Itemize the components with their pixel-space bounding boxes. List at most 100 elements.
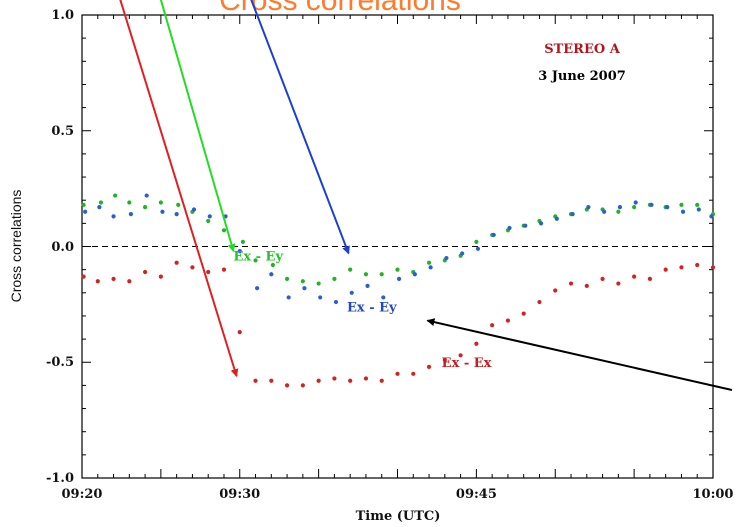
data-point bbox=[332, 276, 337, 282]
data-point bbox=[679, 202, 684, 207]
data-point bbox=[490, 323, 495, 328]
data-point bbox=[284, 383, 290, 388]
data-point bbox=[709, 214, 714, 219]
y-tick-label: 1.0 bbox=[51, 8, 74, 23]
data-point bbox=[428, 265, 433, 270]
data-point bbox=[695, 262, 700, 268]
data-point bbox=[160, 209, 165, 214]
data-point bbox=[111, 214, 116, 219]
data-point bbox=[475, 246, 481, 251]
data-point bbox=[127, 279, 132, 284]
annotation-arrows bbox=[119, 0, 733, 392]
data-point bbox=[111, 276, 116, 282]
x-tick-label: 09:45 bbox=[456, 487, 497, 502]
data-point bbox=[83, 209, 88, 214]
data-point bbox=[570, 211, 575, 217]
series-label-blue: Ex - Ey bbox=[347, 300, 397, 315]
x-tick-label: 09:20 bbox=[62, 487, 103, 502]
x-tick-labels: 09:20 09:30 09:45 10:00 bbox=[62, 487, 734, 502]
data-point bbox=[270, 262, 275, 268]
data-point bbox=[333, 299, 339, 305]
data-point bbox=[206, 218, 211, 224]
data-point bbox=[221, 228, 227, 233]
data-point bbox=[395, 371, 400, 376]
data-point bbox=[521, 311, 526, 316]
data-point bbox=[553, 288, 558, 293]
data-point bbox=[632, 274, 637, 279]
x-axis-label: Time (UTC) bbox=[356, 509, 441, 524]
data-point bbox=[396, 276, 402, 282]
data-point bbox=[379, 272, 384, 277]
data-point bbox=[412, 272, 417, 277]
data-point bbox=[174, 260, 179, 265]
data-point bbox=[665, 205, 670, 210]
data-point bbox=[237, 249, 242, 254]
data-point bbox=[442, 357, 447, 363]
data-point bbox=[491, 232, 496, 238]
data-point bbox=[444, 255, 449, 261]
data-point bbox=[113, 193, 118, 198]
annotation-spacecraft: STEREO A bbox=[544, 42, 621, 57]
data-point bbox=[616, 209, 621, 214]
data-point bbox=[284, 276, 290, 282]
data-point bbox=[680, 209, 686, 214]
data-point bbox=[617, 205, 623, 210]
data-point bbox=[95, 279, 100, 284]
data-point bbox=[190, 265, 195, 270]
data-point bbox=[363, 272, 369, 277]
data-point bbox=[474, 239, 479, 244]
data-point bbox=[523, 223, 528, 228]
data-points bbox=[81, 193, 716, 388]
annotation-arrow bbox=[119, 0, 239, 378]
data-point bbox=[633, 200, 638, 205]
data-point bbox=[411, 371, 416, 376]
series-label-red: Ex - Ex bbox=[442, 356, 492, 371]
data-point bbox=[253, 378, 258, 383]
data-point bbox=[300, 383, 305, 388]
data-point bbox=[316, 281, 321, 286]
axis-ticks bbox=[81, 14, 714, 479]
data-point bbox=[696, 207, 701, 212]
data-point bbox=[507, 225, 512, 231]
data-point bbox=[647, 276, 653, 282]
data-point bbox=[379, 378, 384, 383]
data-point bbox=[348, 378, 353, 383]
data-point bbox=[158, 274, 163, 279]
y-tick-label: -0.5 bbox=[46, 355, 74, 370]
data-point bbox=[174, 211, 179, 217]
data-point bbox=[143, 205, 148, 210]
y-axis-label: Cross correlations bbox=[8, 190, 24, 303]
x-tick-label: 10:00 bbox=[693, 487, 734, 502]
data-point bbox=[663, 267, 668, 272]
data-point bbox=[365, 283, 370, 288]
data-point bbox=[363, 376, 369, 381]
data-point bbox=[127, 200, 132, 205]
annotation-arrow bbox=[426, 318, 733, 392]
data-point bbox=[426, 364, 432, 369]
data-point bbox=[395, 267, 400, 272]
data-point bbox=[128, 211, 134, 217]
data-point bbox=[300, 279, 305, 284]
annotation-date: 3 June 2007 bbox=[538, 69, 626, 84]
y-tick-label: 0.5 bbox=[51, 124, 74, 139]
data-point bbox=[602, 209, 607, 214]
data-point bbox=[269, 378, 274, 383]
data-point bbox=[286, 295, 291, 300]
data-point bbox=[505, 318, 511, 323]
y-tick-label: -1.0 bbox=[46, 471, 74, 486]
data-point bbox=[221, 267, 227, 272]
data-point bbox=[695, 202, 700, 207]
data-point bbox=[586, 205, 591, 210]
data-point bbox=[255, 286, 260, 291]
data-point bbox=[253, 258, 258, 263]
data-point bbox=[554, 216, 559, 221]
data-point bbox=[207, 214, 212, 219]
data-point bbox=[568, 281, 574, 286]
data-point bbox=[98, 200, 104, 205]
data-point bbox=[381, 295, 386, 300]
series-label-green: Ex - Ey bbox=[233, 249, 283, 264]
data-point bbox=[349, 290, 354, 295]
data-point bbox=[332, 376, 337, 381]
data-point bbox=[584, 283, 589, 288]
